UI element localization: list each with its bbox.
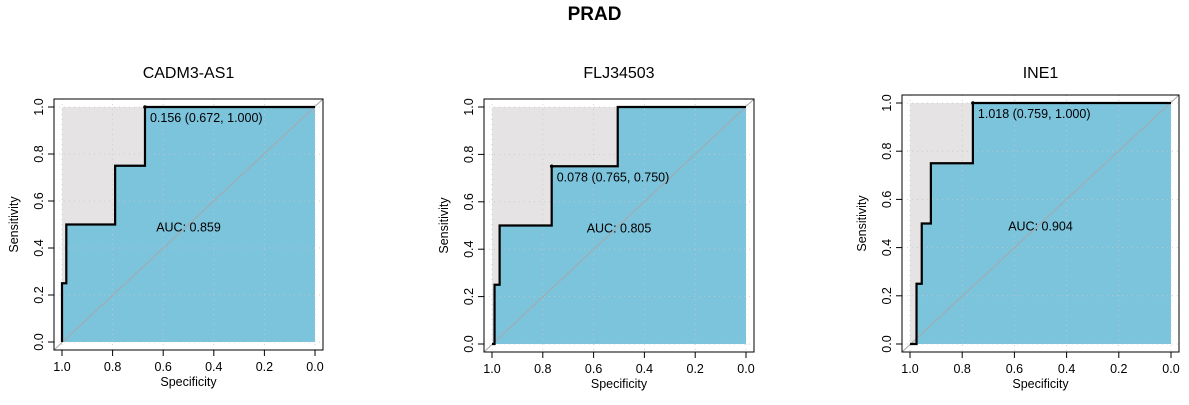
- x-tick-label: 0.6: [585, 362, 602, 376]
- y-axis-label: Sensitivity: [855, 195, 869, 252]
- x-tick-label: 0.8: [104, 360, 121, 374]
- auc-label: AUC: 0.859: [156, 221, 221, 235]
- x-tick-label: 0.6: [1006, 362, 1023, 376]
- diagonal-reference-line: [901, 94, 1180, 353]
- x-tick-label: 0.8: [954, 362, 971, 376]
- x-axis-label: Specificity: [591, 377, 648, 391]
- chart-title: INE1: [1023, 65, 1059, 82]
- x-tick-label: 0.4: [205, 360, 222, 374]
- y-tick-label: 1.0: [462, 98, 476, 115]
- x-axis-label: Specificity: [160, 375, 217, 389]
- y-tick-label: 0.8: [880, 142, 894, 159]
- roc-panel-1: CADM3-AS1 0.156 (0.672, 1.000) AUC: 0.859 1…: [0, 0, 390, 400]
- y-tick-label: 0.6: [462, 193, 476, 210]
- y-tick-label: 0.4: [880, 239, 894, 256]
- chart-title: CADM3-AS1: [143, 65, 235, 82]
- auc-label: AUC: 0.904: [1008, 220, 1073, 234]
- threshold-point: [971, 101, 975, 105]
- roc-panel-3: INE1 1.018 (0.759, 1.000) AUC: 0.904 1.0 0.8…: [796, 0, 1189, 400]
- y-tick-label: 0.8: [462, 146, 476, 163]
- y-tick-label: 0.4: [462, 240, 476, 257]
- threshold-point: [143, 105, 147, 109]
- roc-curve: [910, 101, 1171, 346]
- threshold-label: 1.018 (0.759, 1.000): [978, 107, 1091, 121]
- y-tick-label: 0.0: [462, 335, 476, 352]
- x-tick-label: 0.0: [737, 362, 754, 376]
- y-tick-label: 0.6: [880, 191, 894, 208]
- roc-chart: CADM3-AS1 0.156 (0.672, 1.000) AUC: 0.859 1…: [7, 65, 324, 389]
- y-axis-label: Sensitivity: [437, 197, 451, 254]
- plot-frame: [53, 98, 324, 351]
- x-tick-label: 1.0: [53, 360, 70, 374]
- x-tick-label: 0.0: [306, 360, 323, 374]
- roc-curve: [60, 105, 315, 342]
- threshold-label: 0.156 (0.672, 1.000): [150, 111, 263, 125]
- roc-panel-2: FLJ34503 0.078 (0.765, 0.750) AUC: 0.805 1.…: [398, 0, 788, 400]
- diagonal-reference-line: [53, 98, 324, 351]
- y-tick-label: 1.0: [880, 94, 894, 111]
- y-tick-label: 0.0: [880, 335, 894, 352]
- x-tick-label: 0.4: [636, 362, 653, 376]
- y-tick-label: 0.4: [32, 239, 46, 256]
- x-tick-label: 1.0: [901, 362, 918, 376]
- chart-title: FLJ34503: [583, 65, 654, 82]
- x-tick-label: 0.2: [687, 362, 704, 376]
- x-axis-label: Specificity: [1012, 377, 1069, 391]
- roc-chart: INE1 1.018 (0.759, 1.000) AUC: 0.904 1.0 0.8…: [855, 65, 1180, 391]
- y-axis-label: Sensitivity: [7, 196, 21, 253]
- auc-label: AUC: 0.805: [587, 222, 652, 236]
- x-tick-label: 0.2: [256, 360, 273, 374]
- diagonal-reference-line: [483, 98, 755, 353]
- threshold-point: [549, 164, 554, 169]
- y-tick-label: 0.6: [32, 192, 46, 209]
- x-tick-label: 0.6: [155, 360, 172, 374]
- y-tick-label: 0.2: [32, 286, 46, 303]
- plot-frame: [483, 98, 755, 353]
- roc-curve: [492, 105, 746, 346]
- plot-frame: [901, 94, 1180, 353]
- x-tick-label: 1.0: [483, 362, 500, 376]
- y-tick-label: 1.0: [32, 98, 46, 115]
- y-tick-label: 0.0: [32, 333, 46, 350]
- x-tick-label: 0.4: [1058, 362, 1075, 376]
- x-tick-label: 0.2: [1110, 362, 1127, 376]
- x-tick-label: 0.8: [534, 362, 551, 376]
- page-title: PRAD: [567, 4, 622, 25]
- threshold-label: 0.078 (0.765, 0.750): [557, 170, 670, 184]
- y-tick-label: 0.8: [32, 145, 46, 162]
- x-tick-label: 0.0: [1162, 362, 1179, 376]
- roc-chart: FLJ34503 0.078 (0.765, 0.750) AUC: 0.805 1.…: [437, 65, 755, 391]
- y-tick-label: 0.2: [880, 287, 894, 304]
- y-tick-label: 0.2: [462, 288, 476, 305]
